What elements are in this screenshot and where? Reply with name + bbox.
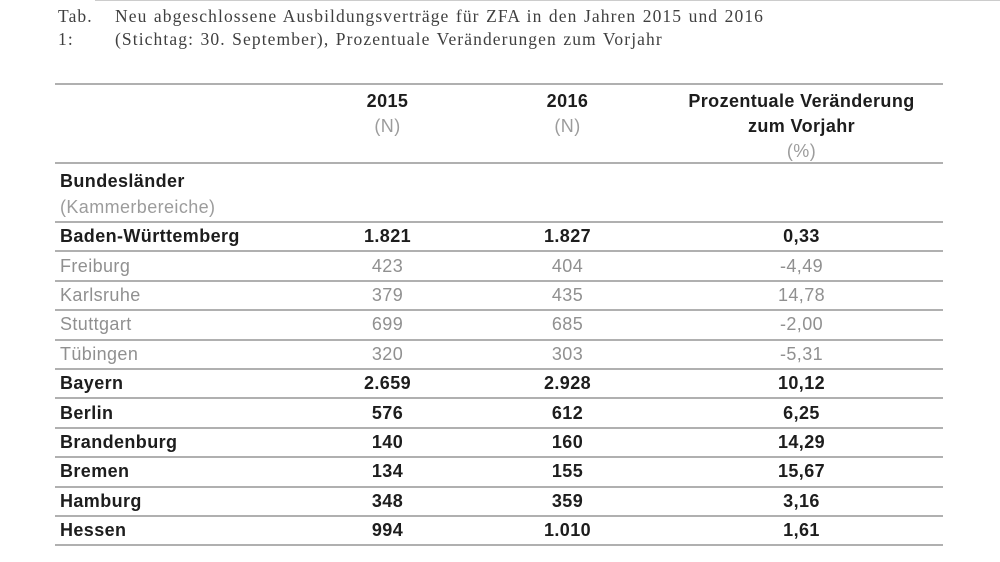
row-label: Tübingen [60,343,139,364]
row-label: Baden-Württemberg [60,226,240,247]
table-row-hessen: Hessen 994 1.010 1,61 [55,517,943,547]
col-header-change-line2: zum Vorjahr [747,116,856,136]
cell-change-pct: 10,12 [777,373,826,394]
row-label: Hamburg [60,490,142,511]
cell-2015: 423 [371,255,404,276]
cell-2016: 155 [551,461,584,482]
table-row-freiburg: Freiburg 423 404 -4,49 [55,252,943,282]
empty-header-cell [55,89,300,164]
group-header-title: Bundesländer [60,171,185,191]
cell-2015: 320 [371,343,404,364]
col-header-2016: 2016 (N) [475,89,660,164]
row-label: Karlsruhe [60,284,141,305]
cell-2015: 140 [371,431,404,452]
table-row-t-bingen: Tübingen 320 303 -5,31 [55,341,943,370]
caption-line1: Neu abgeschlossene Ausbildungsverträge f… [115,6,765,26]
cell-change-pct: -2,00 [779,314,824,335]
row-label: Berlin [60,402,114,423]
row-label: Hessen [60,520,127,541]
cell-2016: 435 [551,284,584,305]
row-label: Brandenburg [60,431,178,452]
cell-2016: 612 [551,402,584,423]
data-table: 2015 (N) 2016 (N) Prozentuale Veränderun… [55,83,943,547]
cell-2015: 379 [371,284,404,305]
group-header-subtitle: (Kammerbereiche) [60,197,216,217]
table-row-baden-w-rttemberg: Baden-Württemberg 1.821 1.827 0,33 [55,223,943,253]
group-header-row: Bundesländer (Kammerbereiche) [55,164,943,223]
cell-change-pct: 6,25 [783,402,820,423]
row-label: Bremen [60,461,130,482]
scan-edge-line [95,0,1000,1]
table-body: Baden-Württemberg 1.821 1.827 0,33 Freiburg 4… [55,223,943,547]
cell-2015: 2.659 [363,373,412,394]
cell-2016: 303 [551,343,584,364]
cell-2015: 994 [371,520,404,541]
cell-2016: 685 [551,314,584,335]
cell-2015: 348 [371,490,404,511]
cell-2016: 1.827 [543,226,592,247]
cell-change-pct: 14,29 [777,431,826,452]
table-row-bayern: Bayern 2.659 2.928 10,12 [55,370,943,400]
cell-change-pct: -5,31 [779,343,824,364]
table-caption: Tab. 1: Neu abgeschlossene Ausbildungsve… [58,5,764,51]
col-header-change: Prozentuale Veränderung zum Vorjahr (%) [660,89,943,164]
table-header-row: 2015 (N) 2016 (N) Prozentuale Veränderun… [55,85,943,164]
table-row-hamburg: Hamburg 348 359 3,16 [55,488,943,517]
cell-2015: 576 [371,402,404,423]
cell-change-pct: -4,49 [779,255,824,276]
cell-change-pct: 15,67 [777,461,826,482]
table-row-bremen: Bremen 134 155 15,67 [55,458,943,488]
table-row-karlsruhe: Karlsruhe 379 435 14,78 [55,282,943,312]
table-row-brandenburg: Brandenburg 140 160 14,29 [55,429,943,459]
row-label: Freiburg [60,255,131,276]
cell-change-pct: 14,78 [777,284,826,305]
cell-2015: 1.821 [363,226,412,247]
cell-2016: 404 [551,255,584,276]
cell-change-pct: 0,33 [783,226,820,247]
cell-2016: 1.010 [543,520,592,541]
caption-line2: (Stichtag: 30. September), Prozentuale V… [115,29,663,49]
col-header-change-unit: (%) [786,141,817,161]
cell-change-pct: 3,16 [783,490,820,511]
col-header-change-line1: Prozentuale Veränderung [688,91,915,111]
cell-2015: 699 [371,314,404,335]
cell-2015: 134 [371,461,404,482]
caption-text: Neu abgeschlossene Ausbildungsverträge f… [115,5,764,51]
table-row-berlin: Berlin 576 612 6,25 [55,399,943,429]
cell-2016: 359 [551,490,584,511]
cell-change-pct: 1,61 [783,520,820,541]
row-label: Stuttgart [60,314,132,335]
col-header-2016-year: 2016 [546,91,589,111]
cell-2016: 160 [551,431,584,452]
col-header-2015: 2015 (N) [300,89,475,164]
table-row-stuttgart: Stuttgart 699 685 -2,00 [55,311,943,341]
col-header-2015-unit: (N) [374,116,401,136]
col-header-2015-year: 2015 [366,91,409,111]
row-label: Bayern [60,373,124,394]
col-header-2016-unit: (N) [554,116,581,136]
cell-2016: 2.928 [543,373,592,394]
caption-label: Tab. 1: [58,6,93,49]
